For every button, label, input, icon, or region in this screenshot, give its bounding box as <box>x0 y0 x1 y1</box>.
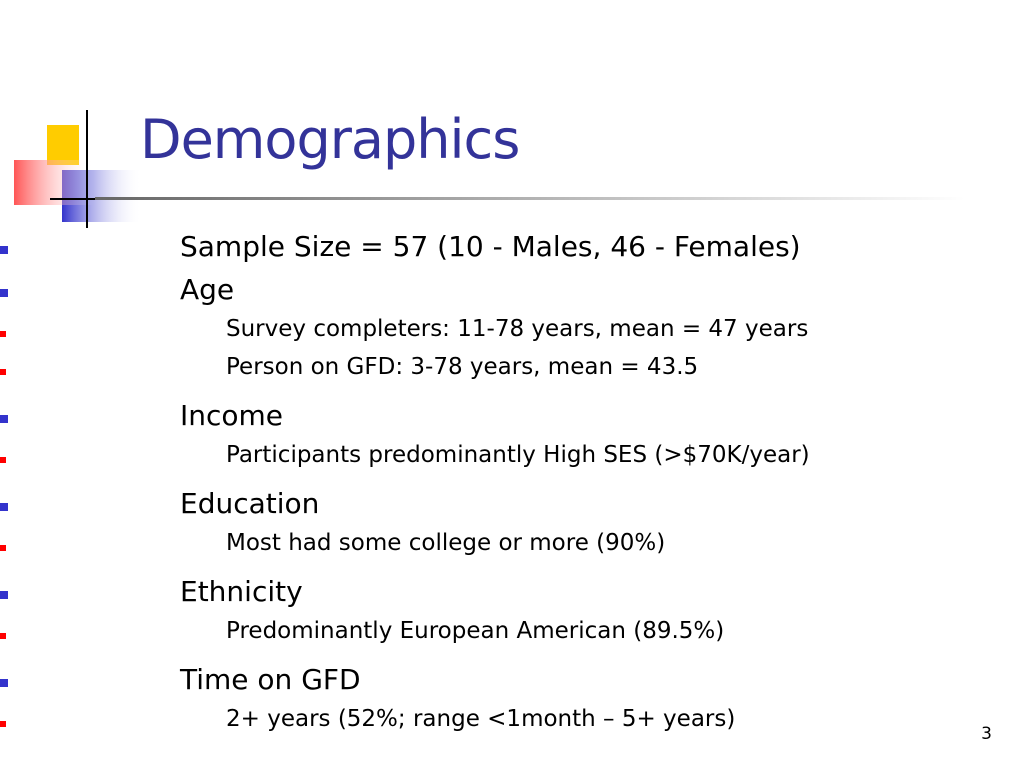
sub-bullet-marker <box>0 331 6 337</box>
bullet-text: Ethnicity <box>180 575 303 608</box>
bullet-text: Sample Size = 57 (10 - Males, 46 - Femal… <box>180 230 801 263</box>
bullet-marker <box>0 679 8 687</box>
bullet-text: Age <box>180 273 235 306</box>
sub-bullet-marker <box>0 721 6 727</box>
sub-bullet-text: Predominantly European American (89.5%) <box>226 618 725 644</box>
sub-bullet-text: 2+ years (52%; range <1month – 5+ years) <box>226 706 736 732</box>
sub-bullet-text: Person on GFD: 3-78 years, mean = 43.5 <box>226 354 699 380</box>
sub-bullet-marker <box>0 633 6 639</box>
sub-bullet-text: Survey completers: 11-78 years, mean = 4… <box>226 316 809 342</box>
title: Demographics <box>140 108 520 171</box>
sub-bullet-marker <box>0 545 6 551</box>
decoration <box>14 110 965 228</box>
bullet-text: Income <box>180 399 284 432</box>
bullet-marker <box>0 591 8 599</box>
bullet-marker <box>0 246 8 254</box>
sub-bullet-text: Participants predominantly High SES (>$7… <box>226 442 810 468</box>
page-number: 3 <box>981 724 992 744</box>
bullet-marker <box>0 289 8 297</box>
sub-bullet-marker <box>0 369 6 375</box>
bullet-marker <box>0 503 8 511</box>
bullet-marker <box>0 415 8 423</box>
sub-bullet-text: Most had some college or more (90%) <box>226 530 666 556</box>
bullet-text: Education <box>180 487 320 520</box>
bullet-text: Time on GFD <box>180 663 361 696</box>
sub-bullet-marker <box>0 457 6 463</box>
